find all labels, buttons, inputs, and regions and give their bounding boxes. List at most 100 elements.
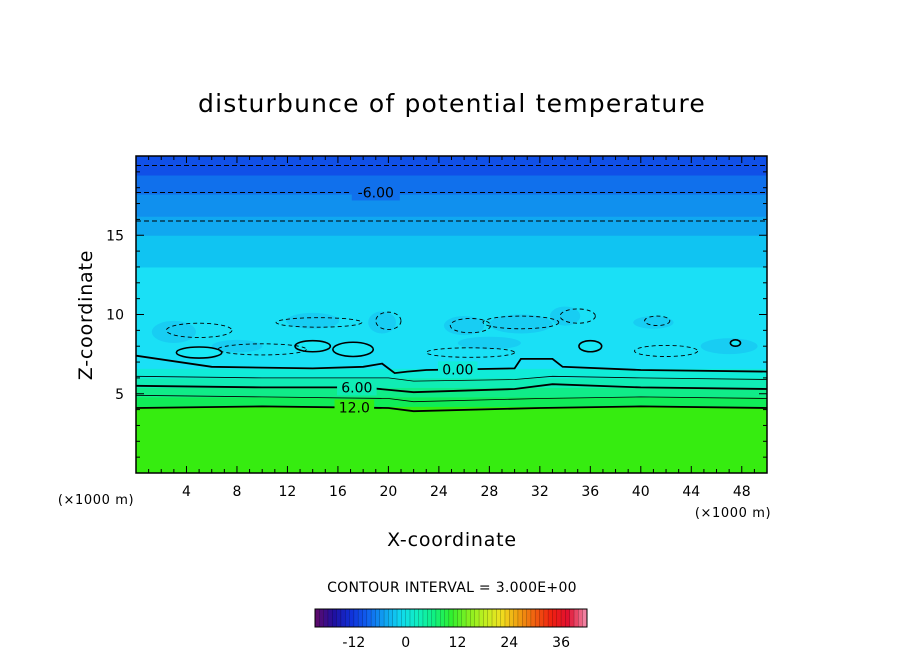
- color-band-3: [136, 377, 767, 388]
- colorbar-cell-9: [353, 609, 359, 627]
- anomaly-patch-3: [443, 316, 485, 336]
- x-tick-label-28: 28: [480, 484, 498, 500]
- contour-label-7: 12.0: [339, 401, 370, 417]
- contour-loop-4: [729, 339, 742, 347]
- colorbar-cell-57: [561, 609, 566, 627]
- colorbar-cell-32: [453, 609, 458, 627]
- contour-line-4: [136, 375, 767, 382]
- contour-line-7: [136, 405, 767, 413]
- dashed-loop-2: [375, 311, 402, 331]
- x-tick-label-20: 20: [379, 484, 397, 500]
- color-band-2: [136, 387, 767, 398]
- colorbar: [314, 609, 588, 627]
- anomaly-patch-6: [633, 316, 674, 329]
- dashed-loop-4: [482, 315, 560, 330]
- x-tick-label-4: 4: [182, 484, 191, 500]
- x-unit-right: (×1000 m): [695, 506, 771, 521]
- colorbar-cell-59: [569, 609, 575, 627]
- colorbar-cell-28: [435, 609, 441, 627]
- colorbar-cell-21: [405, 609, 411, 627]
- colorbar-cell-29: [440, 609, 445, 627]
- colorbar-cell-46: [513, 609, 519, 627]
- colorbar-cell-25: [422, 609, 428, 627]
- colorbar-cell-49: [526, 609, 532, 627]
- colorbar-cell-44: [504, 609, 510, 627]
- colorbar-cell-60: [574, 609, 579, 627]
- anomaly-patch-7: [700, 338, 758, 355]
- colorbar-cell-8: [349, 609, 355, 627]
- contour-label-1: -6.00: [358, 185, 394, 201]
- color-bands: [136, 156, 767, 473]
- plot-area: -6.00 0.00 6.00 12.0: [136, 156, 767, 473]
- x-tick-label-32: 32: [531, 484, 549, 500]
- colorbar-cell-40: [487, 609, 493, 627]
- y-tick-label-15: 15: [106, 228, 124, 244]
- colorbar-cell-3: [327, 609, 333, 627]
- colorbar-label-12: 12: [449, 635, 467, 651]
- x-tick-label-36: 36: [581, 484, 599, 500]
- colorbar-cell-16: [384, 609, 389, 627]
- colorbar-cell-38: [479, 609, 484, 627]
- colorbar-cell-37: [474, 609, 480, 627]
- colorbar-cell-45: [509, 609, 514, 627]
- colorbar-cell-34: [461, 609, 467, 627]
- contour-interval-text: CONTOUR INTERVAL = 3.000E+00: [327, 580, 577, 596]
- x-tick-label-48: 48: [733, 484, 751, 500]
- contour-labels: -6.00 0.00 6.00 12.0: [334, 184, 478, 417]
- y-tick-label-5: 5: [115, 387, 124, 403]
- colorbar-cell-14: [375, 609, 381, 627]
- colorbar-cell-61: [578, 609, 583, 627]
- anomaly-patch-4: [489, 314, 553, 334]
- colorbar-cell-11: [362, 609, 368, 627]
- color-band-9: [136, 175, 767, 195]
- contour-loop-2: [294, 339, 332, 353]
- colorbar-label-36: 36: [552, 635, 570, 651]
- colorbar-cell-13: [371, 609, 376, 627]
- colorbar-cell-52: [539, 609, 545, 627]
- dashed-loop-6: [644, 315, 671, 327]
- colorbar-cell-35: [466, 609, 471, 627]
- colorbar-cell-56: [556, 609, 562, 627]
- colorbar-cell-36: [470, 609, 476, 627]
- colorbar-cell-27: [431, 609, 437, 627]
- x-unit-left: (×1000 m): [58, 493, 134, 508]
- color-band-5: [136, 266, 767, 369]
- dashed-loop-8: [425, 347, 516, 358]
- chart-title: disturbunce of potential temperature: [198, 89, 706, 118]
- colorbar-cell-55: [552, 609, 558, 627]
- x-tick-label-8: 8: [232, 484, 241, 500]
- x-tick-label-40: 40: [632, 484, 650, 500]
- contour-label-gap-7: [334, 399, 375, 416]
- colorbar-cell-5: [336, 609, 342, 627]
- colorbar-cell-17: [388, 609, 394, 627]
- colorbar-cell-23: [414, 609, 419, 627]
- dashed-loop-9: [634, 344, 699, 357]
- x-axis-label: X-coordinate: [387, 529, 517, 551]
- contour-line-3: [136, 354, 767, 375]
- colorbar-cell-12: [366, 609, 372, 627]
- anomaly-patch-1: [286, 312, 340, 329]
- contour-line-5: [136, 383, 767, 394]
- x-tick-label-12: 12: [279, 484, 297, 500]
- colorbar-cell-54: [548, 609, 553, 627]
- colorbar-cell-50: [530, 609, 536, 627]
- colorbar-cell-51: [535, 609, 540, 627]
- contour-label-5: 6.00: [341, 380, 372, 396]
- colorbar-cell-20: [401, 609, 406, 627]
- colorbar-cell-22: [409, 609, 415, 627]
- contour-label-gap-5: [337, 379, 377, 396]
- colorbar-cell-24: [418, 609, 424, 627]
- colorbar-frame: [314, 608, 588, 628]
- color-band-8: [136, 194, 767, 217]
- colorbar-cell-6: [340, 609, 346, 627]
- colorbar-label-24: 24: [500, 635, 518, 651]
- color-band-7: [136, 216, 767, 236]
- color-band-6: [136, 235, 767, 268]
- colorbar-cell-33: [457, 609, 463, 627]
- dashed-loop-5: [559, 308, 596, 324]
- dashed-loop-7: [217, 343, 307, 356]
- colorbar-cell-7: [345, 609, 350, 627]
- colorbar-cell-43: [500, 609, 506, 627]
- y-tick-label-10: 10: [106, 308, 124, 324]
